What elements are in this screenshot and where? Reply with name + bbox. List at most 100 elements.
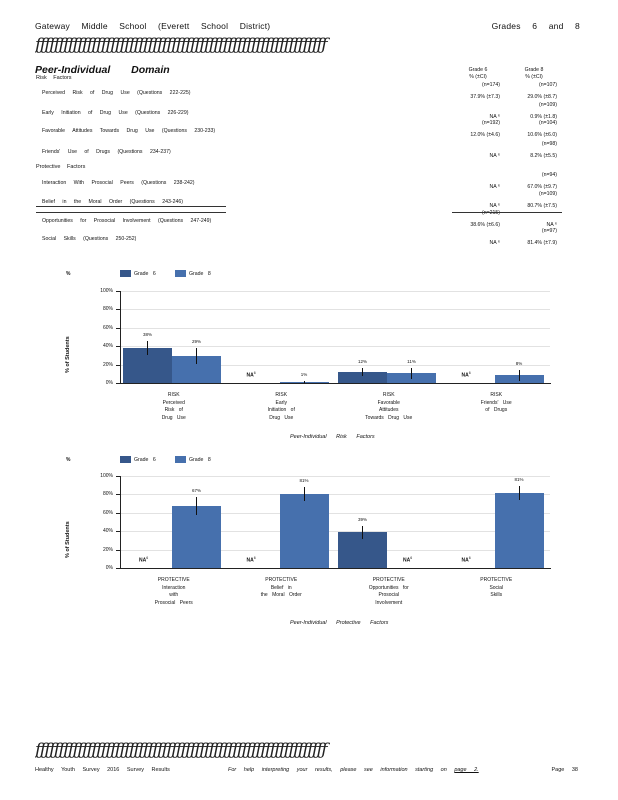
y-tick [116,549,120,551]
y-tick [116,309,120,311]
category-label: RISK Perceived Risk of Drug Use [139,392,209,422]
legend-label: Grade 8 [189,271,211,277]
data-label: 39% [357,517,367,523]
na-label: NA6 [247,556,256,564]
gridline [121,291,550,292]
category-label-line: Perceived [162,399,185,406]
error-bar [518,485,520,501]
data-label: 81% [299,477,309,483]
na-footnote: 6 [253,371,256,375]
gridline [121,476,550,477]
data-label: 12% [357,358,367,364]
category-label-line: Opportunities for [368,584,409,591]
plot-area [120,476,551,569]
gridline [121,309,550,311]
table-g8-n: (n=109) [538,102,557,108]
y-tick [116,512,120,514]
gridline [121,346,550,348]
category-label-line: Belief in [270,584,292,591]
category-label-line: Favorable [377,399,400,406]
y-tick-label: 40% [102,528,113,535]
y-tick-label: 60% [102,509,113,516]
y-tick-label: 0% [105,380,113,386]
table-g8-value: 67.0% (±9.7) [527,184,557,190]
plot-area [120,291,551,384]
category-label-line: with [169,592,179,598]
data-label: 81% [514,476,524,482]
category-label-line: Social [489,584,504,591]
na-text: NA [246,557,254,564]
na-label: NA6 [403,556,412,564]
table-g8-n: (n=97) [541,228,557,234]
y-tick [116,568,120,569]
na-text: NA [461,372,469,379]
error-bar [518,370,520,381]
table-g6-value: NA ⁶ [489,240,501,246]
table-item-label: Favorable Attitudes Towards Drug Use (Qu… [42,128,216,134]
category-label-line: PROTECTIVE [157,577,190,583]
table-g6-value: NA ⁶ [489,153,501,159]
table-g6-n: (n=192) [481,120,500,126]
error-bar [196,348,197,365]
na-text: NA [403,557,411,564]
table-g8-value: 10.6% (±6.0) [527,132,557,138]
legend-swatch [120,456,131,463]
legend-swatch [120,270,131,277]
category-label-line: Prosocial Peers [154,599,193,606]
y-tick [116,346,120,348]
category-label: PROTECTIVE Belief in the Moral Order [246,577,316,600]
legend-label: Grade 6 [134,271,156,277]
y-axis-title: % of Students [65,521,71,558]
x-axis-title: Peer-Individual Protective Factors [290,620,389,626]
table-g6-n: (n=174) [481,82,500,88]
category-label-line: Early [275,399,287,406]
table-g8-n: (n=98) [541,141,557,147]
footer-rule: ƒƒƒƒƒƒƒƒƒƒƒƒƒƒƒƒƒƒƒƒƒƒƒƒƒƒƒƒƒƒƒƒƒƒƒƒƒƒƒƒ… [35,740,328,760]
y-tick-label: 80% [102,306,113,313]
category-label-line: of Drugs [485,407,508,413]
category-label-line: Friends' Use [480,399,512,406]
category-label-line: Prosocial [378,592,400,598]
data-label: 1% [300,371,308,377]
table-g8-value: 81.4% (±7.9) [527,240,557,246]
category-label-line: RISK [382,392,395,398]
legend-swatch [175,270,186,277]
table-g6-value: NA ⁶ [489,184,501,190]
footer-page-link[interactable]: page 2. [454,767,479,773]
category-label-line: Risk of [164,407,183,413]
legend-label: Grade 8 [189,457,211,463]
na-footnote: 6 [410,556,413,560]
table-separator [452,212,562,213]
table-g8-n: (n=94) [541,172,557,178]
y-tick-label: 100% [100,473,113,479]
category-label-line: Involvement [375,599,403,606]
category-label-line: Skills [490,592,503,598]
error-bar [147,341,148,355]
y-tick [116,494,120,496]
na-footnote: 6 [146,556,149,560]
category-label: PROTECTIVE Opportunities for Prosocial Invo… [354,577,424,607]
table-separator [36,206,226,207]
table-item-label: Interaction With Prosocial Peers (Questi… [42,180,195,186]
bar-grade-8 [172,506,221,568]
category-label-line: Initiation of [267,407,295,413]
table-g8-n: (n=104) [538,120,557,126]
y-tick-label: 0% [105,565,113,571]
table-item-label: Early Initiation of Drug Use (Questions … [42,110,189,116]
na-label: NA6 [247,371,256,379]
table-item-label: Opportunities for Prosocial Involvement … [42,218,212,224]
category-label-line: RISK [167,392,180,398]
category-label: RISK Favorable Attitudes Towards Drug Use [354,392,424,422]
error-bar [303,380,305,383]
bar-grade-8 [494,493,544,568]
category-label-line: PROTECTIVE [480,577,513,583]
category-label: PROTECTIVE Interaction with Prosocial Peers [139,577,209,607]
na-label: NA6 [462,556,471,564]
y-tick [116,383,120,384]
gridline [121,512,550,514]
category-label: RISK Friends' Use of Drugs [461,392,531,415]
error-bar [196,497,197,516]
table-g8-value: NA ⁶ [546,222,558,228]
na-text: NA [139,557,147,564]
bar-grade-6 [338,371,387,383]
